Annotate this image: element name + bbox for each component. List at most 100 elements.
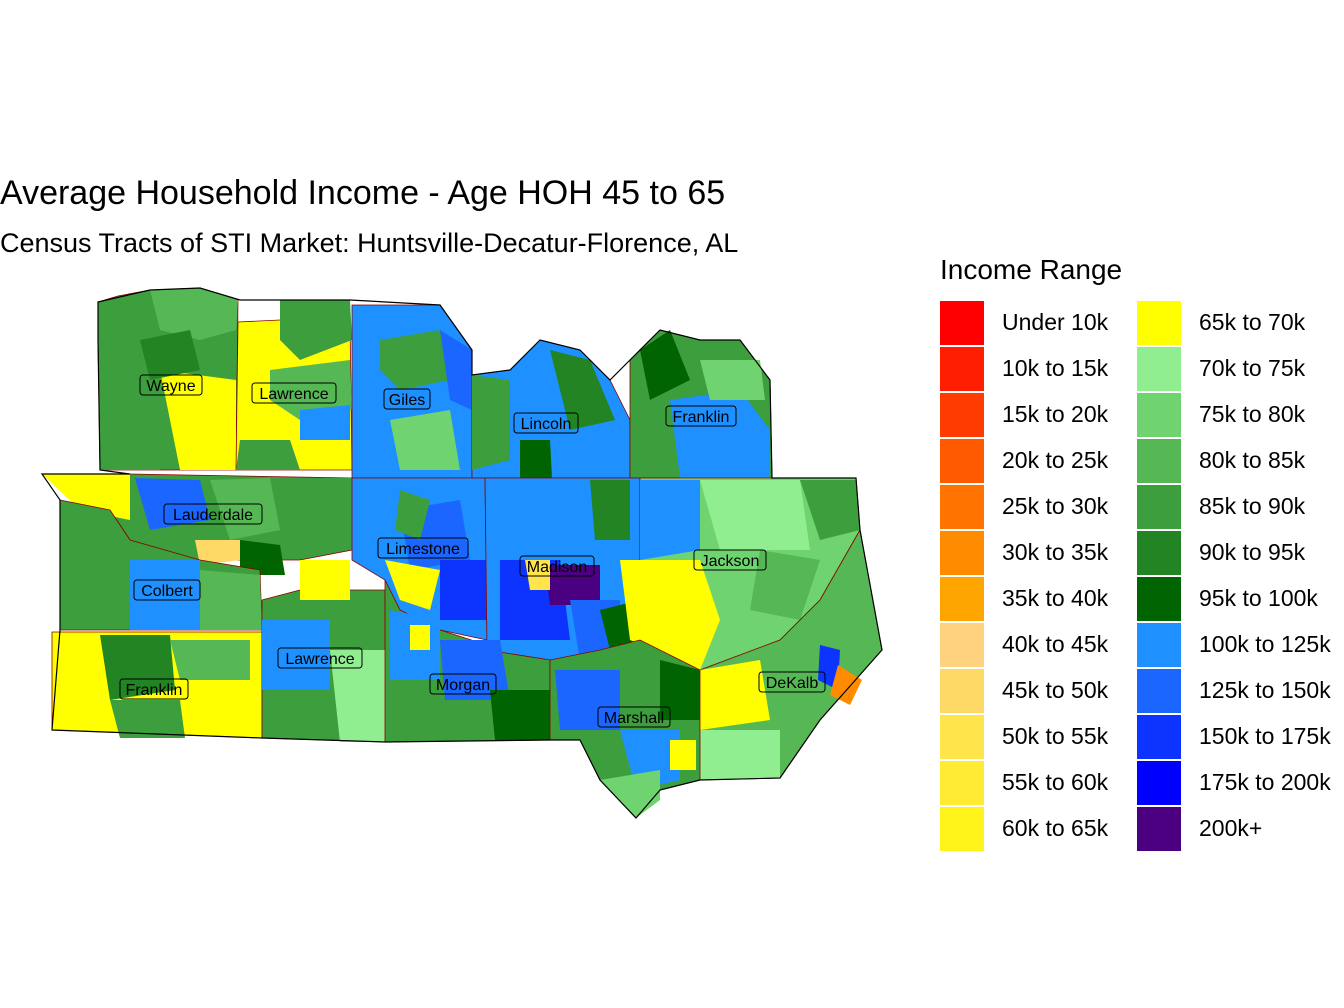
tract (640, 480, 700, 560)
legend-label: 10k to 15k (1002, 355, 1109, 381)
county-label-text: Morgan (436, 677, 490, 694)
legend-label: 45k to 50k (1002, 677, 1109, 703)
tract (300, 560, 350, 600)
legend-item: 60k to 65k (940, 806, 1140, 852)
legend-item: 150k to 175k (1137, 714, 1337, 760)
legend-item: 100k to 125k (1137, 622, 1337, 668)
tract (670, 390, 770, 478)
legend-column-2: 65k to 70k 70k to 75k 75k to 80k 80k to 85k… (1137, 300, 1337, 852)
legend-item: 95k to 100k (1137, 576, 1337, 622)
legend-swatch (940, 669, 984, 713)
legend-label: 20k to 25k (1002, 447, 1109, 473)
legend-swatch (940, 485, 984, 529)
tract (640, 330, 690, 400)
county-label-lawrence-al: Lawrence (277, 647, 363, 669)
legend-item: 75k to 80k (1137, 392, 1337, 438)
legend-item: Under 10k (940, 300, 1140, 346)
legend-swatch (1137, 439, 1181, 483)
census-tract-map: Wayne Lawrence Giles Lincoln Franklin La… (40, 287, 883, 819)
county-label-text: Colbert (141, 583, 193, 600)
tract (270, 360, 352, 420)
tract (100, 635, 175, 700)
legend-label: 150k to 175k (1199, 723, 1331, 749)
map-title: Average Household Income - Age HOH 45 to… (0, 174, 726, 212)
county-label-marshall: Marshall (597, 706, 671, 728)
tract (262, 620, 330, 690)
legend-swatch (1137, 485, 1181, 529)
tract (395, 490, 430, 540)
county-label-text: Franklin (673, 409, 730, 426)
legend-item: 40k to 45k (940, 622, 1140, 668)
tract (440, 560, 487, 620)
legend-item: 200k+ (1137, 806, 1337, 852)
legend-swatch (1137, 301, 1181, 345)
legend-swatch (1137, 715, 1181, 759)
legend-label: 100k to 125k (1199, 631, 1331, 657)
legend-label: 70k to 75k (1199, 355, 1306, 381)
legend-item: 35k to 40k (940, 576, 1140, 622)
tract (600, 770, 660, 818)
tract (800, 480, 860, 540)
legend-item: 45k to 50k (940, 668, 1140, 714)
legend-item: 10k to 15k (940, 346, 1140, 392)
county-label-jackson: Jackson (693, 549, 767, 571)
legend-item: 30k to 35k (940, 530, 1140, 576)
legend-swatch (940, 439, 984, 483)
legend-label: 75k to 80k (1199, 401, 1306, 427)
legend-item: 15k to 20k (940, 392, 1140, 438)
county-label-text: Madison (527, 559, 587, 576)
tract (42, 474, 130, 520)
legend-swatch (940, 577, 984, 621)
legend-label: 80k to 85k (1199, 447, 1306, 473)
legend-swatch (1137, 761, 1181, 805)
tract (390, 410, 460, 470)
tract (545, 565, 600, 605)
county-label-lauderdale: Lauderdale (163, 503, 263, 525)
county-label-text: Lincoln (521, 416, 572, 433)
tract (170, 640, 250, 680)
legend-label: 40k to 45k (1002, 631, 1109, 657)
legend-swatch (1137, 577, 1181, 621)
legend-label: 30k to 35k (1002, 539, 1109, 565)
legend-label: 65k to 70k (1199, 309, 1306, 335)
tract (330, 650, 385, 742)
tract (300, 405, 350, 440)
legend-swatch (940, 393, 984, 437)
legend-item: 80k to 85k (1137, 438, 1337, 484)
county-label-text: Lawrence (259, 386, 328, 403)
tract (550, 350, 615, 430)
legend-label: 60k to 65k (1002, 815, 1109, 841)
legend-label: 25k to 30k (1002, 493, 1109, 519)
legend-label: 85k to 90k (1199, 493, 1306, 519)
tract (195, 540, 240, 565)
legend-swatch (1137, 531, 1181, 575)
county-label-madison: Madison (519, 555, 595, 577)
legend-column-1: Under 10k 10k to 15k 15k to 20k 20k to 25k 2… (940, 300, 1140, 852)
county-label-text: Lawrence (285, 651, 354, 668)
legend-swatch (1137, 393, 1181, 437)
legend-title: Income Range (940, 254, 1123, 285)
county-label-dekalb: DeKalb (758, 671, 826, 693)
tract (130, 560, 200, 630)
county-labels: Wayne Lawrence Giles Lincoln Franklin La… (119, 374, 826, 728)
county-label-text: Giles (389, 392, 425, 409)
legend-swatch (1137, 669, 1181, 713)
county-label-text: Franklin (126, 682, 183, 699)
county-label-text: DeKalb (766, 675, 819, 692)
legend-label: 90k to 95k (1199, 539, 1306, 565)
county-label-lincoln: Lincoln (513, 412, 579, 434)
tract (140, 330, 200, 380)
tract (520, 440, 552, 478)
legend-label: 15k to 20k (1002, 401, 1109, 427)
tract (830, 665, 862, 705)
tract (660, 660, 700, 720)
al-counties (40, 473, 883, 819)
legend-label: 175k to 200k (1199, 769, 1331, 795)
tract (280, 300, 352, 360)
tract (525, 560, 550, 590)
legend-item: 85k to 90k (1137, 484, 1337, 530)
legend-label: 35k to 40k (1002, 585, 1109, 611)
legend-swatch (1137, 623, 1181, 667)
legend-item: 175k to 200k (1137, 760, 1337, 806)
tract (410, 625, 430, 650)
